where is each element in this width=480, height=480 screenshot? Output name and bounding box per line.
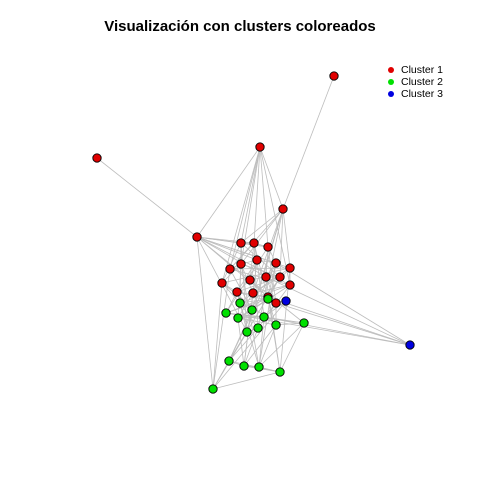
graph-node-cluster-1 [261, 272, 271, 282]
graph-node-cluster-1 [92, 153, 102, 163]
legend-swatch-cluster-1 [388, 67, 394, 73]
graph-edge [212, 268, 231, 390]
graph-node-cluster-3 [281, 296, 291, 306]
nodes-layer [92, 71, 415, 394]
graph-edge [229, 208, 284, 270]
graph-node-cluster-1 [248, 288, 258, 298]
graph-node-cluster-1 [271, 298, 281, 308]
graph-edge [259, 146, 291, 286]
graph-edge [258, 324, 277, 368]
graph-edge [212, 371, 281, 390]
graph-node-cluster-2 [224, 356, 234, 366]
graph-edge [263, 316, 411, 346]
graph-node-cluster-1 [255, 142, 265, 152]
edges-layer [96, 75, 411, 390]
graph-edge [240, 146, 261, 244]
graph-node-cluster-2 [259, 312, 269, 322]
graph-edge [237, 317, 277, 326]
graph-node-cluster-2 [271, 320, 281, 330]
graph-node-cluster-1 [263, 242, 273, 252]
graph-node-cluster-1 [285, 280, 295, 290]
graph-edge [282, 75, 335, 210]
graph-node-cluster-1 [271, 258, 281, 268]
legend-item-cluster-1: Cluster 1 [388, 64, 443, 76]
graph-edge [258, 322, 305, 368]
legend-item-cluster-3: Cluster 3 [388, 88, 443, 100]
graph-edge [212, 282, 223, 390]
graph-edge [243, 327, 259, 367]
graph-edge [196, 236, 277, 264]
graph-node-cluster-1 [285, 263, 295, 273]
graph-node-cluster-2 [235, 298, 245, 308]
graph-node-cluster-2 [253, 323, 263, 333]
graph-edge [275, 262, 411, 346]
graph-edge [96, 157, 198, 238]
graph-node-cluster-2 [233, 313, 243, 323]
plot-title: Visualización con clusters coloreados [104, 18, 376, 35]
graph-node-cluster-2 [208, 384, 218, 394]
graph-node-cluster-1 [192, 232, 202, 242]
graph-edge [275, 322, 305, 326]
graph-edge [275, 302, 411, 346]
graph-node-cluster-1 [236, 259, 246, 269]
graph-node-cluster-1 [278, 204, 288, 214]
graph-node-cluster-2 [242, 327, 252, 337]
graph-edge [259, 146, 269, 248]
graph-edge [221, 242, 242, 284]
graph-edge [267, 296, 411, 346]
legend-item-cluster-2: Cluster 2 [388, 76, 443, 88]
graph-edge [258, 316, 265, 368]
graph-node-cluster-2 [221, 308, 231, 318]
legend-swatch-cluster-2 [388, 79, 394, 85]
graph-edge [282, 208, 291, 269]
graph-node-cluster-2 [263, 294, 273, 304]
graph-edge [229, 146, 261, 270]
graph-node-cluster-1 [329, 71, 339, 81]
graph-edge [253, 146, 261, 244]
graph-edge [196, 236, 258, 261]
graph-edge [212, 360, 230, 390]
graph-edge [196, 236, 214, 390]
graph-node-cluster-2 [239, 361, 249, 371]
legend-label-cluster-2: Cluster 2 [401, 76, 444, 88]
legend-label-cluster-1: Cluster 1 [401, 64, 444, 76]
graph-node-cluster-1 [225, 264, 235, 274]
graph-edge [221, 267, 291, 284]
graph-edge [225, 298, 269, 314]
graph-node-cluster-1 [249, 238, 259, 248]
graph-edge [279, 322, 305, 373]
graph-node-cluster-1 [217, 278, 227, 288]
graph-edge [212, 300, 287, 390]
graph-node-cluster-1 [275, 272, 285, 282]
graph-edge [196, 236, 267, 278]
graph-edge [240, 208, 284, 265]
graph-node-cluster-1 [232, 287, 242, 297]
graph-node-cluster-2 [299, 318, 309, 328]
graph-edge [225, 312, 411, 346]
graph-node-cluster-3 [405, 340, 415, 350]
legend-label-cluster-3: Cluster 3 [401, 88, 444, 100]
legend-swatch-cluster-3 [388, 91, 394, 97]
graph-edge [196, 146, 261, 238]
graph-node-cluster-1 [236, 238, 246, 248]
graph-edge [243, 324, 277, 367]
graph-edge [221, 146, 261, 284]
legend: Cluster 1 Cluster 2 Cluster 3 [388, 64, 443, 100]
graph-node-cluster-1 [245, 275, 255, 285]
graph-node-cluster-2 [254, 362, 264, 372]
graph-edge [240, 208, 284, 244]
graph-node-cluster-2 [247, 305, 257, 315]
graph-edge [252, 276, 281, 294]
graph-edge [253, 242, 269, 300]
graph-node-cluster-2 [275, 367, 285, 377]
graph-edge [279, 208, 284, 278]
graph-edge [259, 146, 284, 210]
graph-node-cluster-1 [252, 255, 262, 265]
